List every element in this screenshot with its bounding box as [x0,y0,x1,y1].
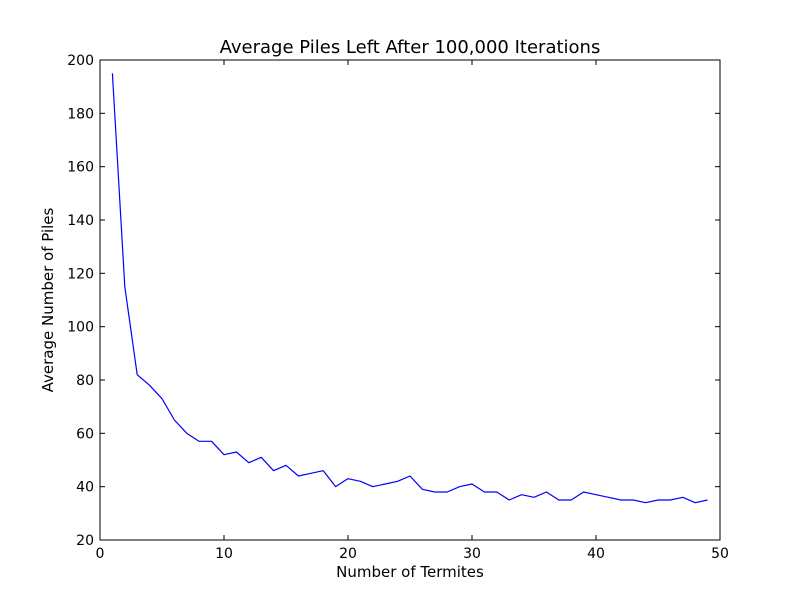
axes-frame [99,59,721,541]
x-tick-label-0: 0 [96,546,105,562]
x-tick-label-1: 10 [215,546,233,562]
y-tick-label-1: 40 [76,480,94,496]
y-tick-label-0: 20 [76,533,94,549]
y-axis-label: Average Number of Piles [39,207,57,392]
y-tick-label-3: 80 [76,373,94,389]
y-tick-label-8: 180 [67,106,94,122]
y-tick-label-6: 140 [67,213,94,229]
x-axis-label: Number of Termites [336,563,484,581]
x-tick-label-5: 50 [711,546,729,562]
plot-area: 0 10 20 30 40 50 20 40 60 80 100 120 140 160 180 200 [67,53,729,562]
y-tick-label-2: 60 [76,426,94,442]
x-tick-label-4: 40 [587,546,605,562]
x-tick-label-3: 30 [463,546,481,562]
chart-title: Average Piles Left After 100,000 Iterati… [220,37,601,58]
y-tick-label-9: 200 [67,53,94,69]
y-tick-label-7: 160 [67,160,94,176]
y-tick-label-5: 120 [67,266,94,282]
x-tick-label-2: 20 [339,546,357,562]
y-tick-label-4: 100 [67,320,94,336]
series-line-0 [111,73,708,504]
